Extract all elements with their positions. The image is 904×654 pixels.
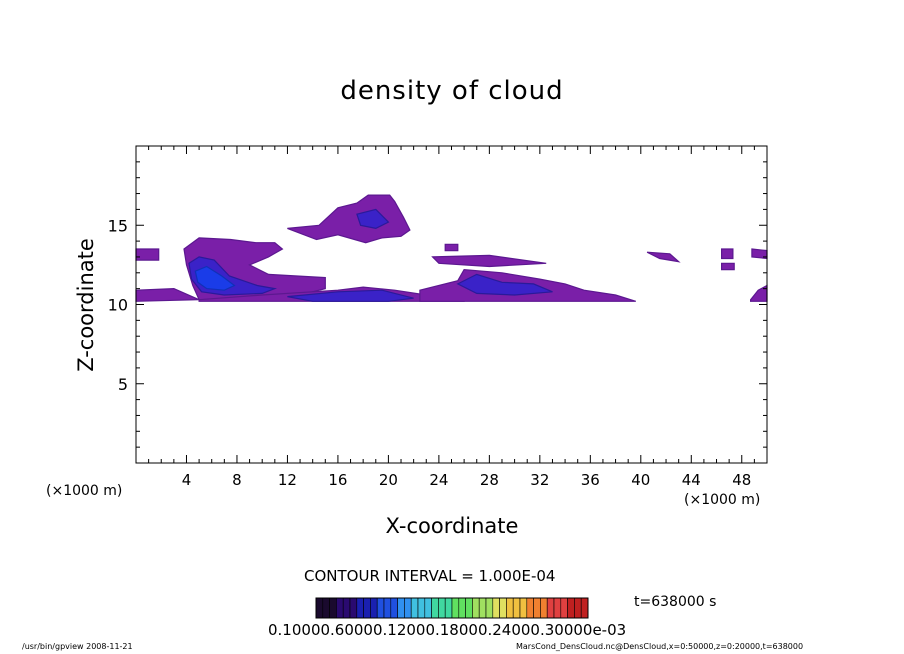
cloud-region-mid xyxy=(356,208,390,230)
cloud-region-low xyxy=(431,254,547,268)
colorbar-segment xyxy=(526,597,534,619)
y-tick-label: 5 xyxy=(118,375,128,394)
colorbar-segment xyxy=(506,597,514,619)
colorbar-segment xyxy=(546,597,555,619)
x-tick-label: 28 xyxy=(480,471,499,489)
colorbar-segment xyxy=(329,597,337,619)
x-tick-label: 48 xyxy=(732,471,751,489)
cloud-region-low xyxy=(749,284,768,302)
plot-frame xyxy=(135,145,768,464)
x-unit-label-right: (×1000 m) xyxy=(684,492,761,508)
colorbar-segment xyxy=(438,597,446,619)
colorbar-segment xyxy=(390,597,398,619)
x-tick-label: 40 xyxy=(631,471,650,489)
colorbar-segment xyxy=(397,597,405,619)
colorbar-segment xyxy=(342,597,351,619)
colorbar-segment xyxy=(567,597,575,619)
colorbar-segment xyxy=(472,597,480,619)
x-tick-label: 8 xyxy=(232,471,242,489)
colorbar-tick-labels: 0.10000.60000.12000.18000.24000.30000e-0… xyxy=(268,621,627,639)
x-tick-label: 24 xyxy=(429,471,448,489)
x-axis-label: X-coordinate xyxy=(385,514,519,538)
colorbar-segment xyxy=(451,597,460,619)
colorbar-segment xyxy=(478,597,487,619)
x-tick-label: 12 xyxy=(278,471,297,489)
cloud-region-low xyxy=(287,194,411,244)
colorbar-segment xyxy=(410,597,419,619)
colorbar-segment xyxy=(492,597,500,619)
cloud-region-low xyxy=(720,262,735,271)
colorbar-segment xyxy=(404,597,412,619)
cloud-region-low xyxy=(646,251,681,263)
colorbar-segment xyxy=(533,597,541,619)
x-tick-label: 36 xyxy=(581,471,600,489)
x-unit-label-left: (×1000 m) xyxy=(46,483,123,499)
colorbar-segment xyxy=(458,597,466,619)
colorbar-segment xyxy=(363,597,371,619)
colorbar-segment xyxy=(322,597,330,619)
colorbar-segment xyxy=(349,597,358,619)
cloud-region-low xyxy=(135,287,200,302)
footer-data-source: MarsCond_DensCloud.nc@DensCloud,x=0:5000… xyxy=(516,642,804,651)
colorbar-segment xyxy=(499,597,507,619)
colorbar-frame xyxy=(315,597,589,619)
cloud-region-mid xyxy=(287,289,414,302)
colorbar-segment xyxy=(560,597,568,619)
colorbar-segment xyxy=(512,597,521,619)
colorbar-segment xyxy=(417,597,426,619)
time-label: t=638000 s xyxy=(634,594,717,610)
y-tick-label: 10 xyxy=(108,296,128,315)
x-tick-label: 4 xyxy=(182,471,192,489)
colorbar-segment xyxy=(519,597,528,619)
colorbar-segment xyxy=(540,597,548,619)
cloud-region-low xyxy=(135,248,160,261)
colorbar-segment xyxy=(370,597,378,619)
colorbar-segment xyxy=(444,597,453,619)
contour-interval-label: CONTOUR INTERVAL = 1.000E-04 xyxy=(304,567,556,585)
x-tick-label: 20 xyxy=(379,471,398,489)
cloud-region-mid xyxy=(456,273,553,296)
x-tick-label: 32 xyxy=(530,471,549,489)
cloud-region-low xyxy=(444,243,459,252)
colorbar-segment xyxy=(553,597,562,619)
colorbar-segment xyxy=(580,597,589,619)
colorbar-segment xyxy=(383,597,392,619)
colorbar-segment xyxy=(336,597,344,619)
y-tick-label: 15 xyxy=(108,216,128,235)
colorbar-segment xyxy=(424,597,432,619)
colorbar-segment xyxy=(431,597,439,619)
colorbar-segment xyxy=(376,597,385,619)
x-tick-label: 44 xyxy=(682,471,701,489)
x-tick-label: 16 xyxy=(328,471,347,489)
chart-title: density of cloud xyxy=(340,76,564,106)
colorbar-segment xyxy=(315,597,324,619)
cloud-region-high xyxy=(194,265,236,291)
colorbar-segment xyxy=(356,597,364,619)
footer-program-date: /usr/bin/gpview 2008-11-21 xyxy=(22,642,133,651)
colorbar-segment xyxy=(485,597,494,619)
cloud-region-low xyxy=(720,248,734,260)
colorbar-segment xyxy=(574,597,582,619)
colorbar-segment xyxy=(465,597,473,619)
